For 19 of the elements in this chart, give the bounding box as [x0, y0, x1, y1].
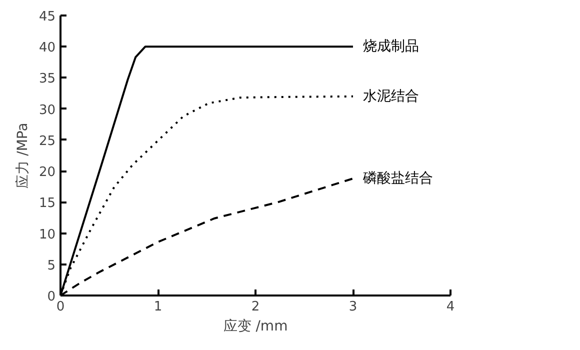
x-tick-label: 3	[348, 300, 358, 314]
series-label: 烧成制品	[363, 38, 419, 55]
y-tick-label: 45	[38, 10, 56, 24]
y-tick-label: 25	[38, 134, 56, 149]
series-label: 水泥结合	[363, 88, 419, 104]
y-tick-label: 30	[38, 102, 56, 118]
x-axis-title: 应变 /mm	[223, 318, 288, 334]
series-label: 磷酸盐结合	[362, 170, 433, 187]
y-tick-label: 40	[38, 40, 56, 56]
y-tick-label: 0	[47, 290, 56, 304]
y-tick-label: 5	[47, 258, 56, 274]
y-tick-label: 35	[38, 72, 56, 87]
x-tick-label: 1	[154, 300, 162, 314]
y-tick-label: 20	[38, 165, 56, 180]
x-tick-label: 4	[446, 300, 455, 314]
x-tick-label: 2	[251, 300, 260, 314]
y-tick-label: 15	[38, 196, 56, 212]
y-axis-title: 应力 /MPa	[14, 122, 31, 188]
y-tick-label: 10	[38, 227, 56, 242]
